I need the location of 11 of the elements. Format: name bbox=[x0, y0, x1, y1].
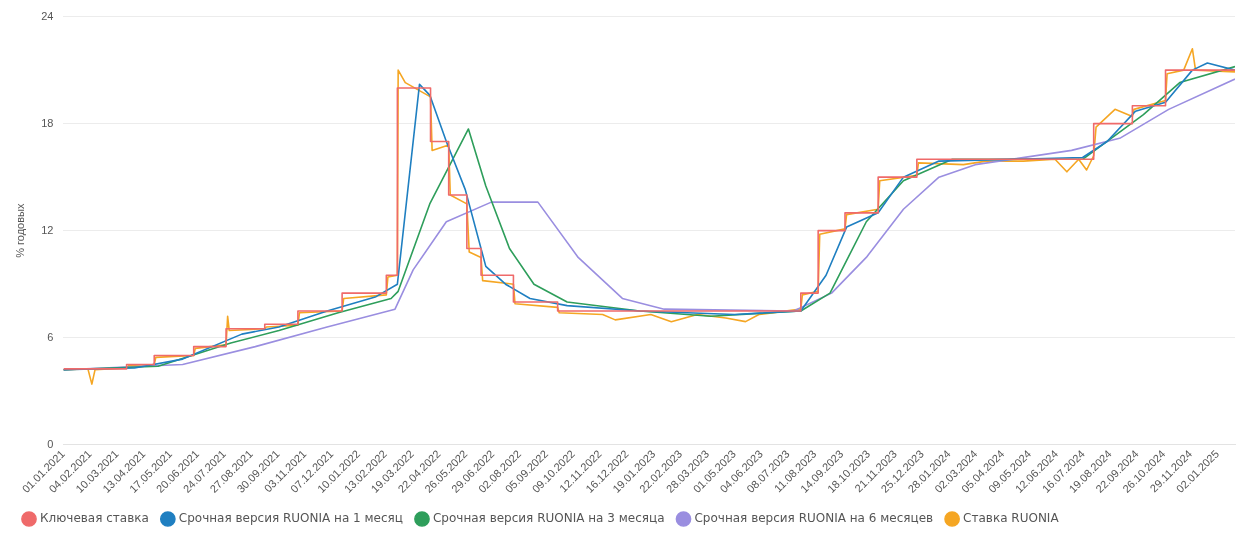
y-tick-label: 6 bbox=[47, 330, 54, 343]
legend-label: Ключевая ставка bbox=[40, 511, 149, 526]
legend-label: Срочная версия RUONIA на 1 месяц bbox=[178, 511, 403, 526]
y-tick-label: 0 bbox=[47, 437, 54, 450]
legend-label: Срочная версия RUONIA на 3 месяца bbox=[432, 511, 665, 526]
y-tick-label: 12 bbox=[41, 223, 54, 236]
y-tick-label: 18 bbox=[41, 116, 54, 129]
legend-label: Ставка RUONIA bbox=[963, 511, 1060, 526]
y-axis-title: % годовых bbox=[13, 203, 26, 258]
y-tick-label: 24 bbox=[41, 9, 54, 22]
legend-label: Срочная версия RUONIA на 6 месяцев bbox=[694, 511, 934, 526]
